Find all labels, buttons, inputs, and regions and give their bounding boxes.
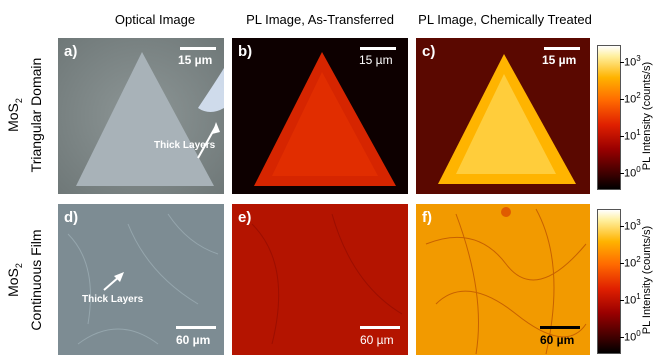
row-material-1: MoS bbox=[5, 103, 21, 132]
thick-layers-annotation-top: Thick Layers bbox=[154, 140, 216, 151]
triangle-domain bbox=[76, 52, 214, 186]
pl-as-transferred-triangle-image bbox=[232, 38, 408, 194]
row-label-text-2: Continuous Film bbox=[27, 229, 44, 331]
row-subscript-2: 2 bbox=[13, 263, 24, 269]
colorbar-bottom-tick-0: 100 bbox=[624, 329, 641, 344]
scalebar-label-b: 15 µm bbox=[359, 53, 393, 67]
colorbar-top-tick-2: 102 bbox=[624, 91, 641, 106]
scalebar-label-a: 15 µm bbox=[178, 53, 213, 67]
colorbar-top-title: PL Intensity (counts/s) bbox=[641, 61, 653, 171]
row-label-continuous: MoS2 Continuous Film bbox=[5, 205, 45, 355]
scalebar-c bbox=[544, 47, 580, 50]
panel-b-pl-as-transferred: b) 15 µm bbox=[232, 38, 408, 194]
thick-layers-annotation-bottom: Thick Layers bbox=[82, 294, 144, 305]
colorbar-bottom-tick-1: 101 bbox=[624, 292, 641, 307]
scalebar-e bbox=[360, 326, 400, 329]
row-material-2: MoS bbox=[5, 268, 21, 297]
column-title-optical: Optical Image bbox=[114, 12, 196, 27]
colorbar-top-tick-1: 101 bbox=[624, 128, 641, 143]
panel-e-pl-as-transferred-film: e) 60 µm bbox=[232, 204, 408, 355]
optical-triangle-image bbox=[58, 38, 224, 194]
scalebar-label-c: 15 µm bbox=[542, 53, 577, 67]
panel-letter-d: d) bbox=[64, 209, 79, 226]
panel-a-optical-triangle: a) 15 µm Thick Layers bbox=[58, 38, 224, 194]
scalebar-f bbox=[540, 326, 580, 329]
thick-layer-region bbox=[198, 68, 224, 112]
pl-as-transferred-film-image bbox=[232, 204, 408, 355]
panel-f-pl-treated-film: f) 60 µm bbox=[416, 204, 590, 355]
panel-letter-c: c) bbox=[422, 43, 436, 60]
row-subscript-1: 2 bbox=[13, 98, 24, 104]
column-title-pl-chemically-treated: PL Image, Chemically Treated bbox=[418, 12, 592, 27]
colorbar-bottom-title: PL Intensity (counts/s) bbox=[641, 225, 653, 335]
panel-letter-b: b) bbox=[238, 43, 253, 60]
scalebar-label-f: 60 µm bbox=[540, 333, 575, 347]
colorbar-bottom bbox=[597, 209, 621, 354]
optical-film-image bbox=[58, 204, 224, 355]
panel-letter-f: f) bbox=[422, 209, 432, 226]
pl-treated-triangle-image bbox=[416, 38, 590, 194]
scalebar-label-d: 60 µm bbox=[176, 333, 211, 347]
scalebar-a bbox=[180, 47, 216, 50]
panel-c-pl-chemically-treated: c) 15 µm bbox=[416, 38, 590, 194]
colorbar-top-tick-0: 100 bbox=[624, 165, 641, 180]
colorbar-bottom-tick-3: 103 bbox=[624, 218, 641, 233]
colorbar-top-tick-3: 103 bbox=[624, 54, 641, 69]
colorbar-bottom-tick-2: 102 bbox=[624, 255, 641, 270]
pl-treated-film-image bbox=[416, 204, 590, 355]
row-label-triangular: MoS2 Triangular Domain bbox=[5, 40, 45, 190]
panel-letter-a: a) bbox=[64, 43, 78, 60]
scalebar-d bbox=[176, 326, 216, 329]
column-title-pl-as-transferred: PL Image, As-Transferred bbox=[246, 12, 394, 27]
panel-d-optical-film: d) Thick Layers 60 µm bbox=[58, 204, 224, 355]
scalebar-b bbox=[360, 47, 396, 50]
colorbar-top bbox=[597, 45, 621, 190]
row-label-text-1: Triangular Domain bbox=[27, 57, 44, 173]
scalebar-label-e: 60 µm bbox=[360, 333, 394, 347]
panel-letter-e: e) bbox=[238, 209, 252, 226]
